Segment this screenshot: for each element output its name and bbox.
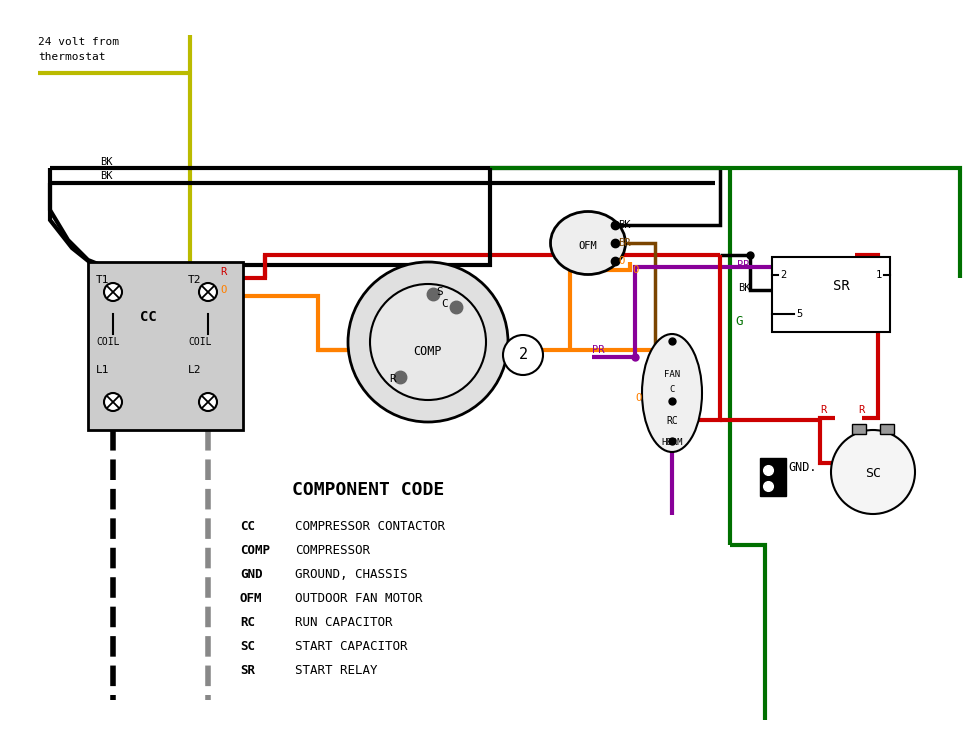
Text: L1: L1 xyxy=(96,365,110,375)
Text: RC: RC xyxy=(665,416,677,426)
Text: COIL: COIL xyxy=(188,337,211,347)
Text: T2: T2 xyxy=(188,275,201,285)
Text: BK: BK xyxy=(617,220,630,230)
Text: 24 volt from: 24 volt from xyxy=(38,37,119,47)
Text: START CAPACITOR: START CAPACITOR xyxy=(294,639,407,652)
Text: GROUND, CHASSIS: GROUND, CHASSIS xyxy=(294,568,407,581)
Text: R: R xyxy=(857,405,864,415)
Text: CC: CC xyxy=(240,520,254,532)
Text: BK: BK xyxy=(100,171,112,181)
Text: 2: 2 xyxy=(779,270,785,280)
Text: HERM: HERM xyxy=(660,439,682,448)
Text: C: C xyxy=(669,385,674,394)
Text: 1: 1 xyxy=(875,270,881,280)
Text: FAN: FAN xyxy=(663,370,680,379)
Text: L2: L2 xyxy=(188,365,201,375)
Text: BR: BR xyxy=(617,238,630,248)
Text: BK: BK xyxy=(737,283,750,293)
Text: R: R xyxy=(820,405,825,415)
Text: RUN CAPACITOR: RUN CAPACITOR xyxy=(294,615,392,629)
Text: COMPRESSOR: COMPRESSOR xyxy=(294,544,370,556)
Text: COMP: COMP xyxy=(414,345,442,358)
Text: SC: SC xyxy=(240,639,254,652)
Bar xyxy=(88,262,243,430)
Circle shape xyxy=(347,262,508,422)
Bar xyxy=(879,424,893,434)
Circle shape xyxy=(370,284,485,400)
Circle shape xyxy=(830,430,914,514)
Text: R: R xyxy=(389,374,395,384)
Text: CC: CC xyxy=(140,310,156,324)
Text: COMPONENT CODE: COMPONENT CODE xyxy=(291,481,444,499)
Text: O: O xyxy=(220,285,226,295)
Text: PR: PR xyxy=(592,345,603,355)
Text: SR: SR xyxy=(240,664,254,676)
Text: G: G xyxy=(734,315,741,329)
Ellipse shape xyxy=(642,334,701,452)
Text: GND.: GND. xyxy=(787,461,816,474)
Text: thermostat: thermostat xyxy=(38,52,106,62)
Text: COMPRESSOR CONTACTOR: COMPRESSOR CONTACTOR xyxy=(294,520,445,532)
Text: C: C xyxy=(441,299,448,309)
Bar xyxy=(772,257,889,332)
Bar xyxy=(759,458,785,496)
Circle shape xyxy=(503,335,543,375)
Text: START RELAY: START RELAY xyxy=(294,664,378,676)
Bar xyxy=(851,424,866,434)
Text: OFM: OFM xyxy=(578,241,597,251)
Text: PR: PR xyxy=(736,260,749,270)
Text: T1: T1 xyxy=(96,275,110,285)
Text: 2: 2 xyxy=(518,348,527,363)
Text: OFM: OFM xyxy=(240,591,262,605)
Text: 5: 5 xyxy=(795,309,801,319)
Text: OUTDOOR FAN MOTOR: OUTDOOR FAN MOTOR xyxy=(294,591,422,605)
Circle shape xyxy=(104,283,122,301)
Ellipse shape xyxy=(550,212,625,274)
Text: COMP: COMP xyxy=(240,544,270,556)
Text: BK: BK xyxy=(100,157,112,167)
Text: R: R xyxy=(220,267,226,277)
Text: S: S xyxy=(435,287,442,297)
Circle shape xyxy=(199,283,217,301)
Circle shape xyxy=(199,393,217,411)
Text: GND: GND xyxy=(240,568,262,581)
Text: RC: RC xyxy=(240,615,254,629)
Text: SC: SC xyxy=(865,467,880,480)
Text: O: O xyxy=(635,393,641,403)
Text: COIL: COIL xyxy=(96,337,119,347)
Circle shape xyxy=(104,393,122,411)
Text: SR: SR xyxy=(831,280,849,293)
Text: O: O xyxy=(632,265,638,275)
Text: O: O xyxy=(617,256,624,266)
